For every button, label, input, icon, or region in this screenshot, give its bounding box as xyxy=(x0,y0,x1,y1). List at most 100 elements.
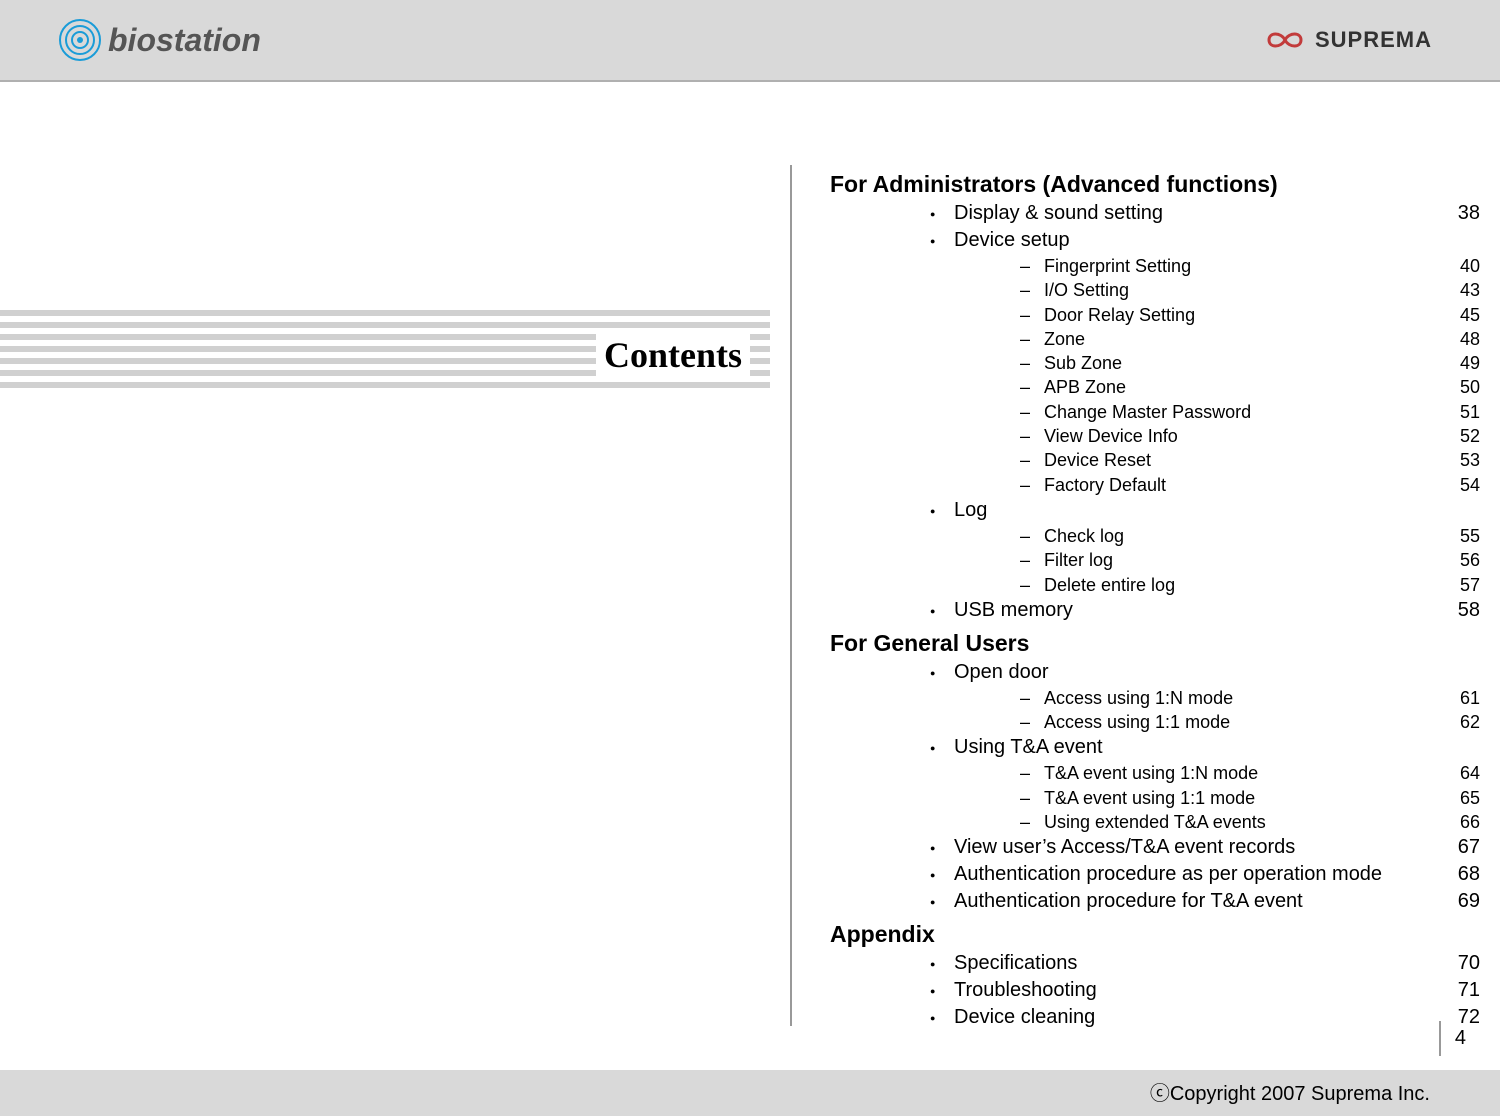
contents-heading: Contents xyxy=(596,330,750,380)
logo-biostation: biostation xyxy=(58,18,261,62)
toc-item-page: 69 xyxy=(1440,888,1480,915)
toc-item-label: View Device Info xyxy=(830,424,1178,448)
toc-item-label: Troubleshooting xyxy=(830,977,1097,1004)
toc-item-page: 38 xyxy=(1440,200,1480,227)
logo-right-text: SUPREMA xyxy=(1315,27,1432,53)
toc-row: Device setup xyxy=(830,227,1480,254)
toc-item-label: Delete entire log xyxy=(830,573,1175,597)
toc-row: T&A event using 1:N mode 64 xyxy=(830,761,1480,785)
toc-row: Factory Default 54 xyxy=(830,473,1480,497)
toc-item-label: Change Master Password xyxy=(830,400,1251,424)
toc-item-label: Door Relay Setting xyxy=(830,303,1195,327)
toc-item-page: 51 xyxy=(1440,400,1480,424)
infinity-icon xyxy=(1263,26,1307,54)
toc-row: Using extended T&A events 66 xyxy=(830,810,1480,834)
toc-item-label: Filter log xyxy=(830,548,1113,572)
toc-item-label: View user’s Access/T&A event records xyxy=(830,834,1295,861)
toc-item-page: 54 xyxy=(1440,473,1480,497)
toc-item-label: APB Zone xyxy=(830,375,1126,399)
toc-row: Fingerprint Setting 40 xyxy=(830,254,1480,278)
toc-row: Access using 1:N mode 61 xyxy=(830,686,1480,710)
toc-row: Sub Zone 49 xyxy=(830,351,1480,375)
toc-item-label: T&A event using 1:N mode xyxy=(830,761,1258,785)
toc-item-label: Device Reset xyxy=(830,448,1151,472)
toc-row: USB memory 58 xyxy=(830,597,1480,624)
header-bar: biostation SUPREMA xyxy=(0,0,1500,82)
toc-item-page: 52 xyxy=(1440,424,1480,448)
toc-item-page: 48 xyxy=(1440,327,1480,351)
toc-item-page: 66 xyxy=(1440,810,1480,834)
fingerprint-swirl-icon xyxy=(58,18,102,62)
toc-item-page xyxy=(1440,497,1480,524)
page-number-value: 4 xyxy=(1455,1027,1466,1049)
toc-row: T&A event using 1:1 mode65 xyxy=(830,786,1480,810)
toc-item-label: Display & sound setting xyxy=(830,200,1163,227)
vertical-divider xyxy=(790,165,792,1026)
toc-item-label: Sub Zone xyxy=(830,351,1122,375)
toc-row: Authentication procedure for T&A event 69 xyxy=(830,888,1480,915)
toc-row: View Device Info 52 xyxy=(830,424,1480,448)
toc-item-label: Using extended T&A events xyxy=(830,810,1266,834)
toc-item-label: Fingerprint Setting xyxy=(830,254,1191,278)
toc-row: Log xyxy=(830,497,1480,524)
toc-row: I/O Setting 43 xyxy=(830,278,1480,302)
toc-item-label: Check log xyxy=(830,524,1124,548)
toc-item-label: Using T&A event xyxy=(830,734,1103,761)
toc-row: Zone 48 xyxy=(830,327,1480,351)
toc-item-label: I/O Setting xyxy=(830,278,1129,302)
toc-row: Access using 1:1 mode 62 xyxy=(830,710,1480,734)
toc-row: Check log 55 xyxy=(830,524,1480,548)
toc-item-label: USB memory xyxy=(830,597,1073,624)
toc-row: Delete entire log57 xyxy=(830,573,1480,597)
toc-row: Filter log 56 xyxy=(830,548,1480,572)
toc-row: Authentication procedure as per operatio… xyxy=(830,861,1480,888)
toc-item-label: Open door xyxy=(830,659,1049,686)
toc-item-page: 65 xyxy=(1440,786,1480,810)
toc-item-page: 58 xyxy=(1440,597,1480,624)
toc-item-page xyxy=(1440,659,1480,686)
toc-row: Troubleshooting 71 xyxy=(830,977,1480,1004)
toc-item-label: Zone xyxy=(830,327,1085,351)
toc-item-page: 53 xyxy=(1440,448,1480,472)
logo-suprema: SUPREMA xyxy=(1263,26,1432,54)
toc-item-page: 71 xyxy=(1440,977,1480,1004)
toc-item-label: Factory Default xyxy=(830,473,1166,497)
table-of-contents: For Administrators (Advanced functions)D… xyxy=(830,165,1480,1031)
toc-item-page: 64 xyxy=(1440,761,1480,785)
toc-row: Door Relay Setting 45 xyxy=(830,303,1480,327)
toc-item-label: Access using 1:N mode xyxy=(830,686,1233,710)
toc-item-label: Access using 1:1 mode xyxy=(830,710,1230,734)
toc-item-page: 62 xyxy=(1440,710,1480,734)
toc-row: Open door xyxy=(830,659,1480,686)
toc-section-title: Appendix xyxy=(830,921,1480,948)
toc-item-page: 61 xyxy=(1440,686,1480,710)
toc-item-label: Authentication procedure as per operatio… xyxy=(830,861,1382,888)
toc-item-page: 49 xyxy=(1440,351,1480,375)
toc-item-page: 50 xyxy=(1440,375,1480,399)
toc-item-page xyxy=(1440,734,1480,761)
toc-item-label: Device setup xyxy=(830,227,1070,254)
toc-section-title: For Administrators (Advanced functions) xyxy=(830,171,1480,198)
toc-item-label: Log xyxy=(830,497,987,524)
toc-item-page: 56 xyxy=(1440,548,1480,572)
page-number: 4 xyxy=(1439,1021,1480,1056)
toc-item-page: 55 xyxy=(1440,524,1480,548)
toc-item-page: 68 xyxy=(1440,861,1480,888)
logo-left-text: biostation xyxy=(108,22,261,59)
toc-row: Change Master Password 51 xyxy=(830,400,1480,424)
toc-row: Display & sound setting 38 xyxy=(830,200,1480,227)
copyright-text: ⓒCopyright 2007 Suprema Inc. xyxy=(1150,1077,1430,1106)
toc-item-label: Authentication procedure for T&A event xyxy=(830,888,1303,915)
toc-row: Device cleaning72 xyxy=(830,1004,1480,1031)
toc-row: APB Zone 50 xyxy=(830,375,1480,399)
toc-item-page: 40 xyxy=(1440,254,1480,278)
toc-item-page: 45 xyxy=(1440,303,1480,327)
toc-item-label: Device cleaning xyxy=(830,1004,1095,1031)
toc-item-page: 43 xyxy=(1440,278,1480,302)
toc-row: Specifications70 xyxy=(830,950,1480,977)
toc-row: View user’s Access/T&A event records67 xyxy=(830,834,1480,861)
toc-row: Using T&A event xyxy=(830,734,1480,761)
left-contents-panel: Contents xyxy=(0,310,770,394)
toc-item-label: Specifications xyxy=(830,950,1077,977)
toc-item-page xyxy=(1440,227,1480,254)
